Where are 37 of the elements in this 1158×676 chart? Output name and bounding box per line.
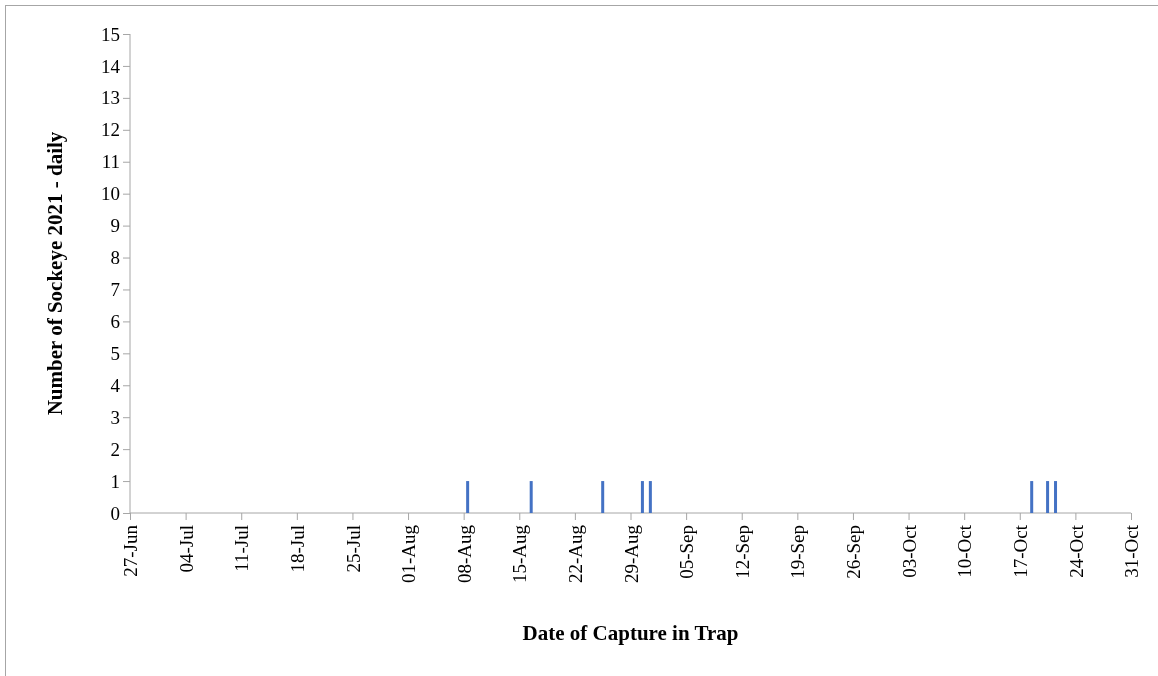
x-tick-label: 15-Aug xyxy=(509,524,531,584)
x-tick-label: 31-Oct xyxy=(1121,524,1143,578)
y-tick-label: 15 xyxy=(101,23,120,45)
y-tick-label: 5 xyxy=(110,342,120,364)
x-tick-label: 10-Oct xyxy=(954,524,976,578)
y-tick-label: 4 xyxy=(110,374,121,396)
x-tick-label: 08-Aug xyxy=(453,524,475,584)
x-tick-label: 25-Jul xyxy=(342,525,364,573)
x-tick-label: 03-Oct xyxy=(898,524,920,578)
y-tick-label: 0 xyxy=(110,502,120,524)
y-tick-label: 11 xyxy=(101,151,120,173)
x-tick-label: 01-Aug xyxy=(398,524,420,584)
y-tick-label: 12 xyxy=(101,119,120,141)
x-tick-label: 04-Jul xyxy=(175,525,197,573)
y-tick-label: 10 xyxy=(101,183,120,205)
y-tick-label: 6 xyxy=(110,310,120,332)
y-tick-label: 13 xyxy=(101,87,120,109)
y-tick-label: 14 xyxy=(101,55,121,77)
x-tick-label: 19-Sep xyxy=(787,525,809,579)
x-tick-label: 26-Sep xyxy=(843,525,865,579)
x-axis-title: Date of Capture in Trap xyxy=(522,621,739,645)
y-tick-label: 1 xyxy=(110,470,120,492)
y-tick-label: 3 xyxy=(110,406,120,428)
x-tick-label: 17-Oct xyxy=(1009,524,1031,578)
x-tick-label: 29-Aug xyxy=(620,524,642,584)
x-tick-label: 22-Aug xyxy=(565,524,587,584)
x-tick-label: 18-Jul xyxy=(286,525,308,573)
y-tick-label: 2 xyxy=(110,438,120,460)
x-tick-label: 05-Sep xyxy=(676,525,698,579)
y-tick-label: 9 xyxy=(110,215,120,237)
x-tick-label: 24-Oct xyxy=(1065,524,1087,578)
y-tick-label: 7 xyxy=(110,279,120,301)
y-tick-label: 8 xyxy=(110,247,120,269)
x-tick-label: 12-Sep xyxy=(731,525,753,579)
x-tick-label: 11-Jul xyxy=(231,525,253,572)
x-tick-label: 27-Jun xyxy=(120,524,142,577)
y-axis-title: Number of Sockeye 2021 - daily xyxy=(43,131,67,416)
